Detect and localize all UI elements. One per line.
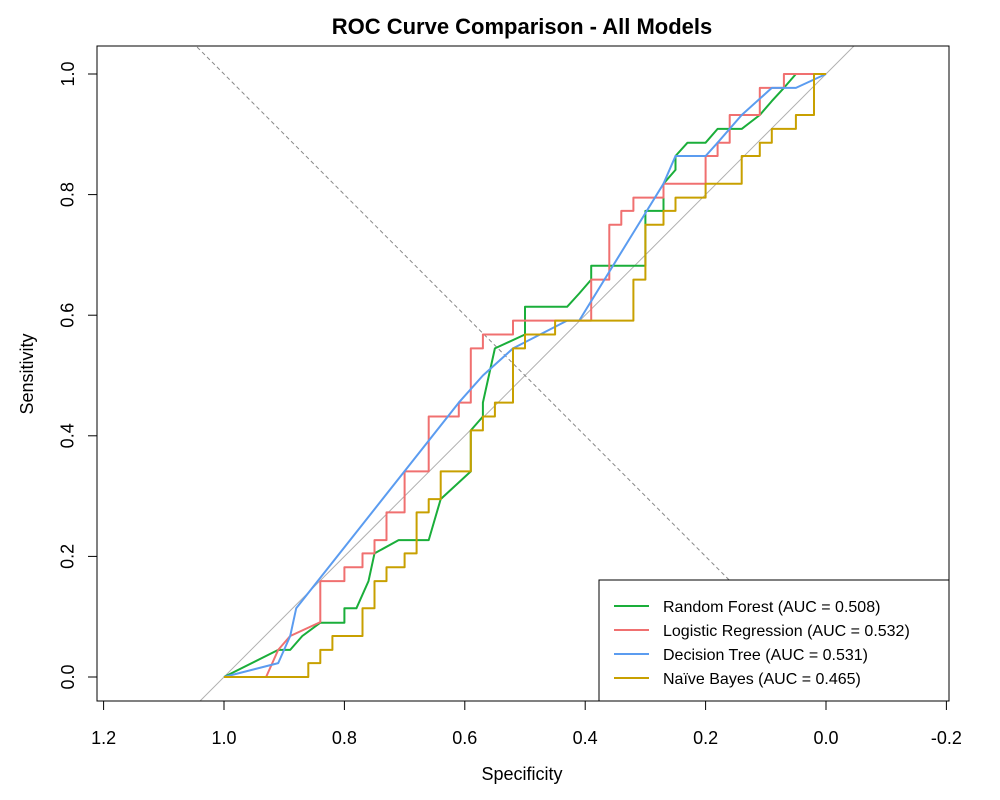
x-tick-label: 0.0 — [813, 728, 838, 748]
roc-curve-series-3 — [223, 73, 827, 678]
legend-entry: Decision Tree (AUC = 0.531) — [663, 647, 868, 664]
y-tick-label: 0.4 — [58, 423, 78, 448]
y-tick-label: 0.2 — [58, 544, 78, 569]
x-tick-label: 0.8 — [332, 728, 357, 748]
roc-curves — [223, 73, 827, 678]
x-tick-label: 0.4 — [573, 728, 598, 748]
roc-curve-series-4 — [224, 73, 826, 678]
legend-entry: Random Forest (AUC = 0.508) — [663, 599, 880, 616]
legend-box — [598, 579, 950, 702]
x-tick-label: 1.2 — [91, 728, 116, 748]
y-tick-label: 0.6 — [58, 303, 78, 328]
y-tick-label: 0.0 — [58, 664, 78, 689]
x-tick-label: 0.2 — [693, 728, 718, 748]
x-axis-label: Specificity — [481, 764, 562, 784]
y-tick-label: 1.0 — [58, 61, 78, 86]
roc-curve-series-2 — [224, 73, 826, 678]
x-tick-label: 1.0 — [211, 728, 236, 748]
legend-entry: Logistic Regression (AUC = 0.532) — [663, 623, 910, 640]
chart-title: ROC Curve Comparison - All Models — [332, 14, 713, 39]
legend: Random Forest (AUC = 0.508) Logistic Regr… — [598, 579, 950, 702]
y-axis-label: Sensitivity — [17, 333, 37, 414]
x-tick-label: 0.6 — [452, 728, 477, 748]
legend-entry: Naïve Bayes (AUC = 0.465) — [663, 671, 861, 688]
x-tick-label: -0.2 — [931, 728, 962, 748]
y-axis: 0.0 0.2 0.4 0.6 0.8 1.0 — [58, 61, 98, 690]
y-tick-label: 0.8 — [58, 182, 78, 207]
roc-curve-series-1 — [223, 73, 826, 678]
